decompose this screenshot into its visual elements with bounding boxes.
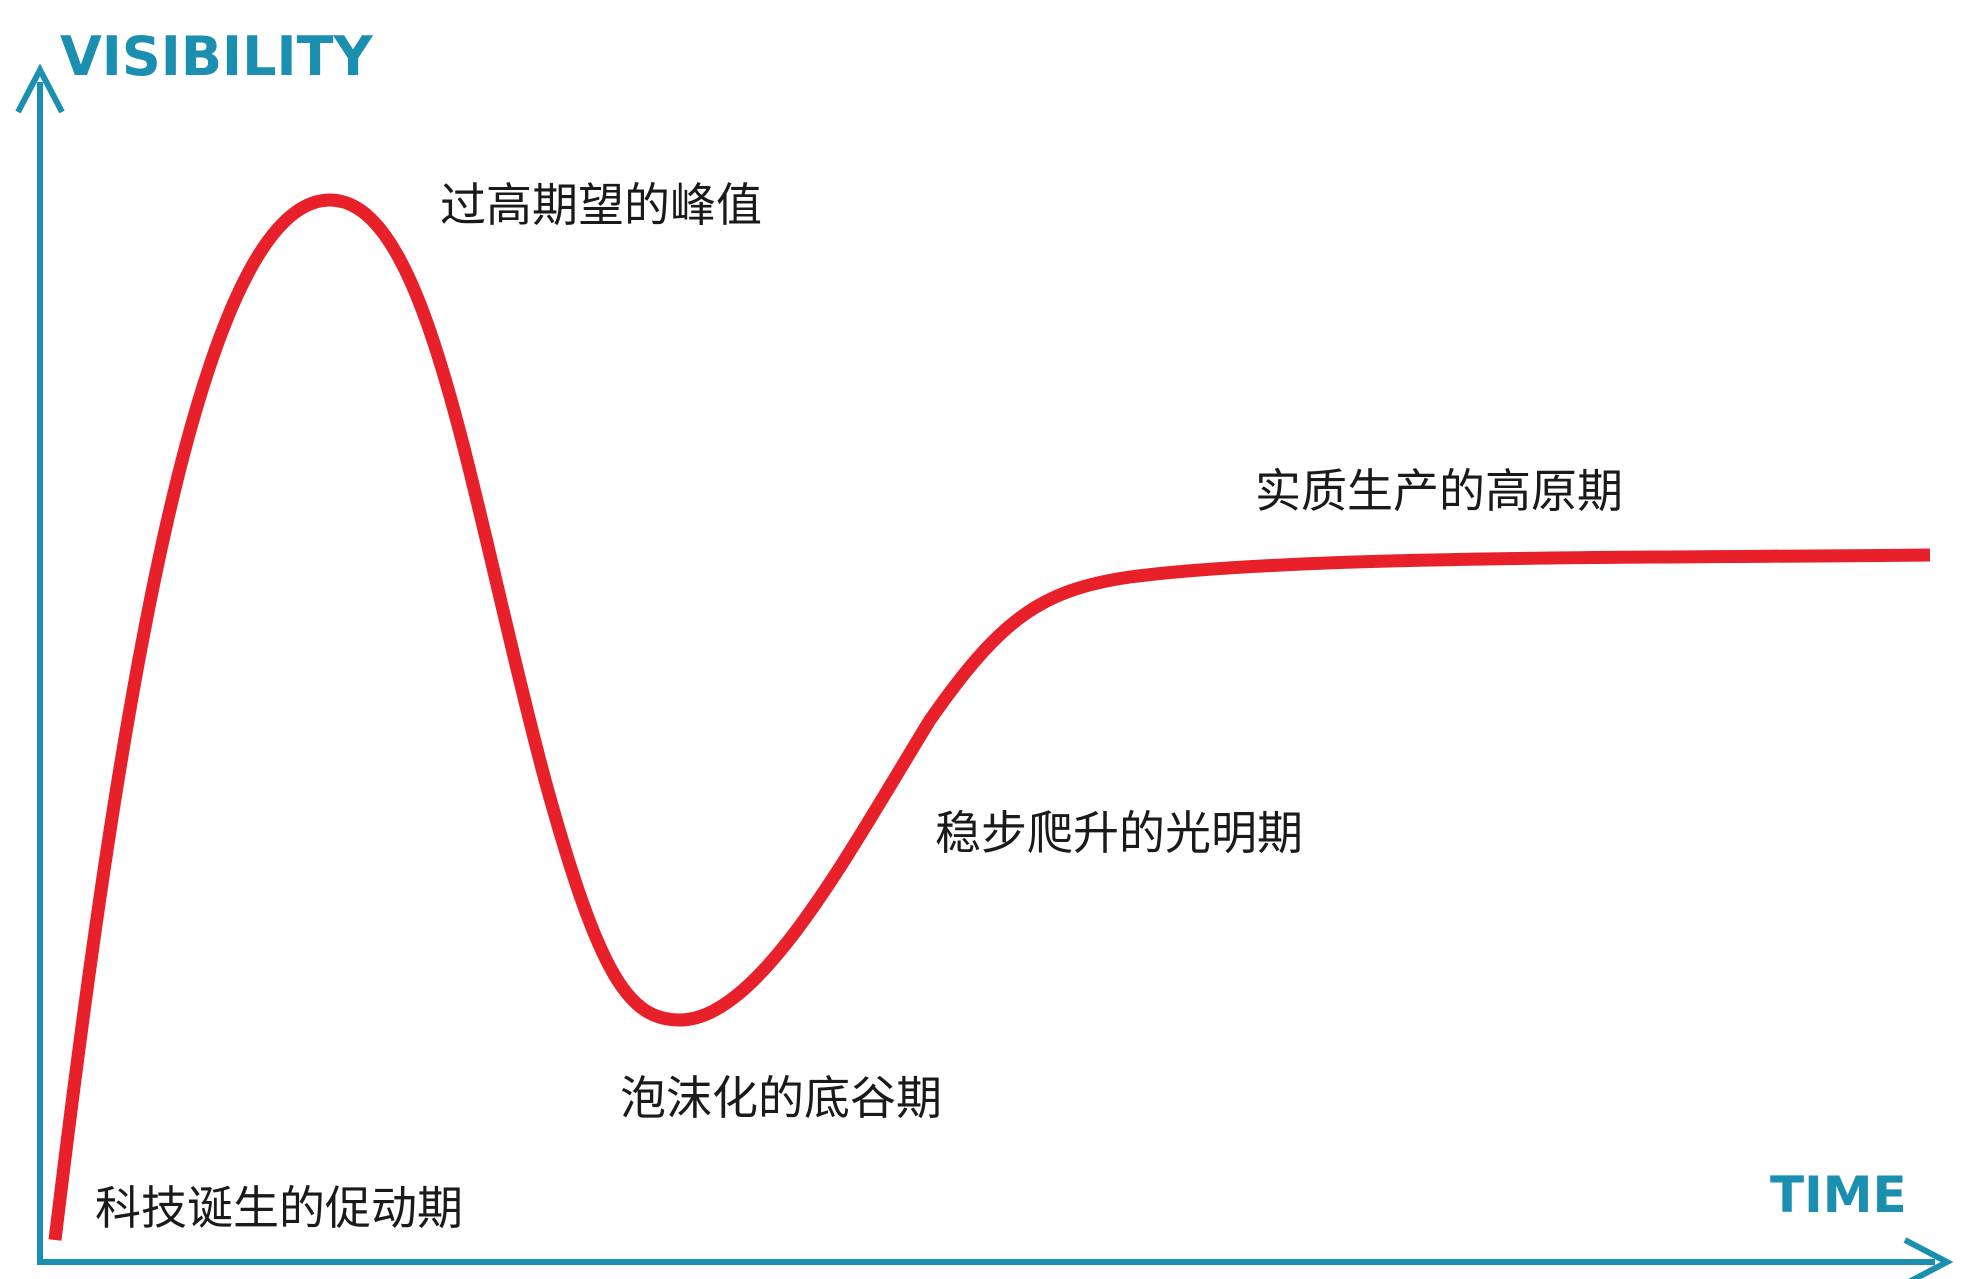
y-axis-title: VISIBILITY xyxy=(60,25,373,88)
label-trough-of-disillusionment: 泡沫化的底谷期 xyxy=(620,1071,942,1125)
x-axis-title: TIME xyxy=(1770,1166,1907,1224)
x-axis-arrowhead xyxy=(1903,1237,1954,1279)
label-plateau-of-productivity: 实质生产的高原期 xyxy=(1255,464,1623,518)
label-slope-of-enlightenment: 稳步爬升的光明期 xyxy=(935,806,1303,860)
label-peak-of-inflated-expectations: 过高期望的峰值 xyxy=(440,178,762,232)
hype-curve xyxy=(48,193,1931,1241)
y-axis-arrowhead xyxy=(15,63,65,114)
label-technology-trigger: 科技诞生的促动期 xyxy=(95,1181,463,1235)
